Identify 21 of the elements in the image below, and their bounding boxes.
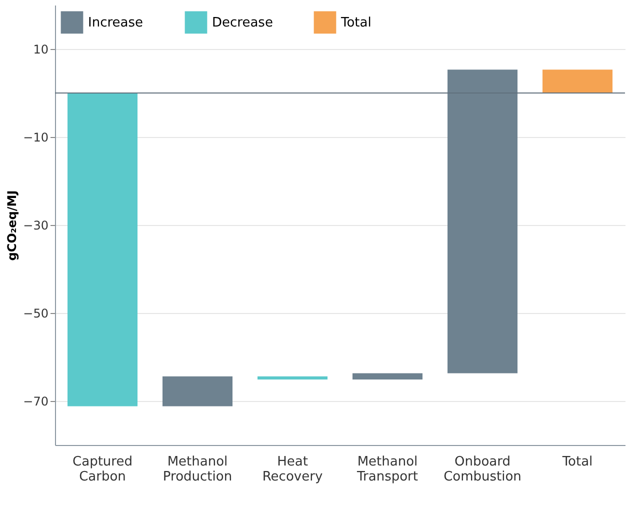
bar: [258, 376, 328, 380]
y-tick-label: −50: [23, 306, 48, 320]
y-tick-label: 10: [33, 42, 48, 56]
legend-label: Increase: [88, 15, 144, 30]
legend-label: Total: [340, 15, 372, 30]
x-tick-label: Methanol Production: [162, 454, 232, 484]
bar: [162, 376, 232, 406]
bar: [448, 70, 518, 374]
y-tick-label: −10: [23, 130, 48, 144]
y-axis-title: gCO₂eq/MJ: [5, 190, 20, 261]
x-tick-label: Total: [561, 454, 593, 470]
x-tick-label: Onboard Combustion: [444, 454, 522, 484]
y-tick-label: −30: [23, 218, 48, 232]
x-tick-label: Heat Recovery: [262, 454, 323, 484]
x-tick-label: Methanol Transport: [356, 454, 418, 484]
bar: [352, 373, 422, 380]
x-tick-label: Captured Carbon: [72, 454, 132, 484]
y-tick-label: −70: [23, 394, 48, 408]
bar: [542, 70, 612, 93]
bar: [68, 93, 138, 406]
legend-label: Decrease: [212, 15, 273, 30]
